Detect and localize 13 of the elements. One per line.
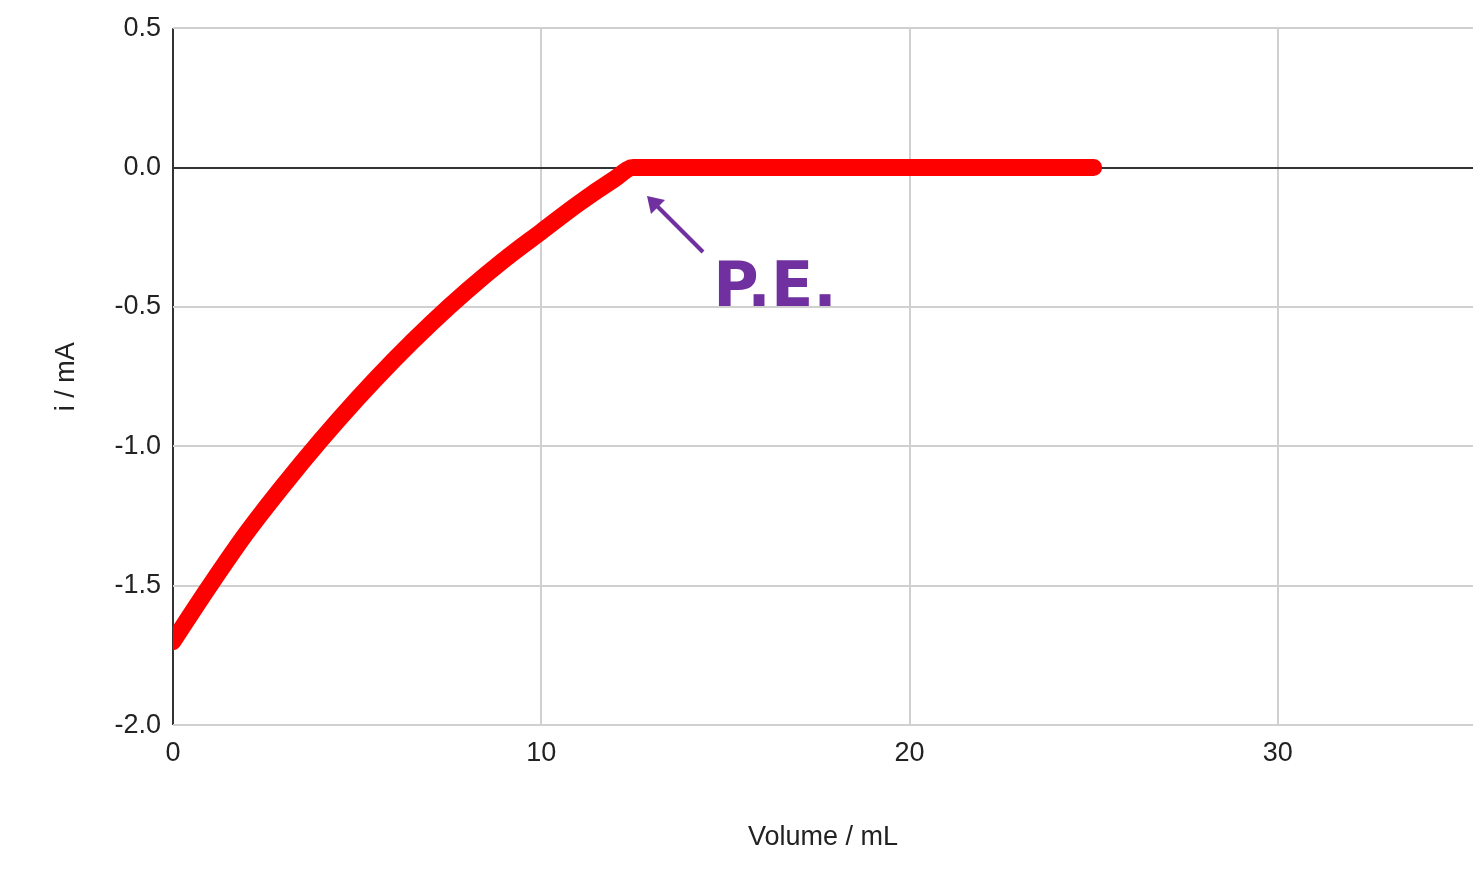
y-axis-title: i / mA [49, 342, 80, 412]
x-tick-label: 10 [526, 736, 557, 767]
x-tick-label: 30 [1262, 736, 1293, 767]
y-tick-label: 0.5 [123, 11, 161, 42]
y-tick-label: -1.5 [114, 569, 161, 600]
y-tick-label: 0.0 [123, 151, 161, 182]
y-tick-label: -0.5 [114, 290, 161, 321]
x-tick-label: 0 [165, 736, 181, 767]
x-tick-label: 20 [894, 736, 925, 767]
annotation: P.E. [713, 247, 837, 321]
y-tick-label: -2.0 [114, 708, 161, 739]
y-tick-label: -1.0 [114, 429, 161, 460]
x-axis-title: Volume / mL [747, 821, 898, 852]
